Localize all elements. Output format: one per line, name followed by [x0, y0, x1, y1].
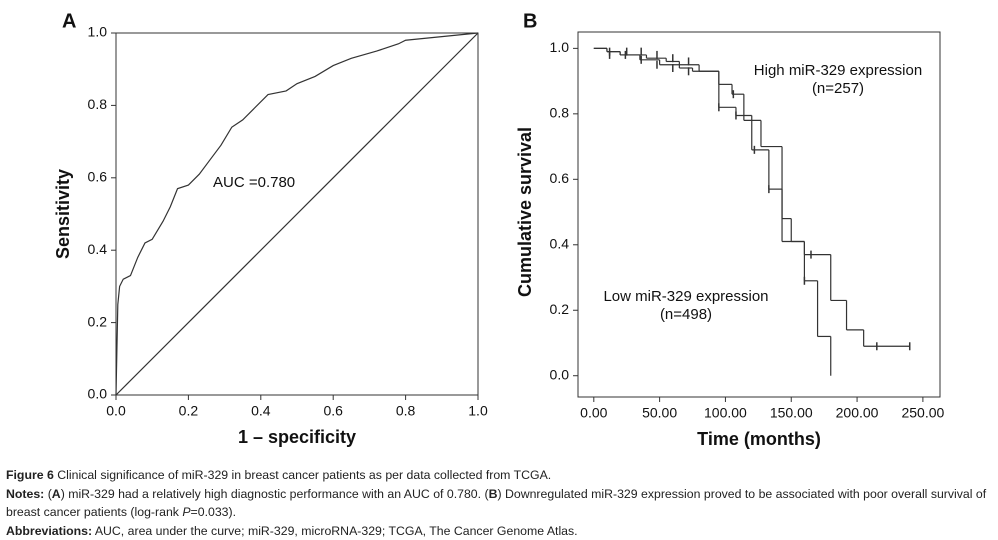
x-axis-label: 1 – specificity: [238, 427, 356, 447]
x-tick-label: 150.00: [770, 405, 813, 421]
annotation: High miR-329 expression: [754, 62, 922, 79]
y-tick-label: 0.8: [88, 96, 108, 112]
figure-text: Clinical significance of miR-329 in brea…: [57, 468, 551, 482]
abbreviations-text: AUC, area under the curve; miR-329, micr…: [95, 524, 578, 538]
y-tick-label: 0.0: [550, 366, 570, 382]
y-tick-label: 0.2: [550, 301, 570, 317]
panel-label: A: [62, 10, 76, 32]
x-tick-label: 0.2: [179, 403, 199, 419]
x-tick-label: 50.00: [642, 405, 677, 421]
notes-text: P: [182, 505, 190, 519]
notes-text: =0.033).: [191, 505, 236, 519]
x-tick-label: 0.8: [396, 403, 416, 419]
y-tick-label: 0.2: [88, 313, 108, 329]
y-axis-label: Cumulative survival: [515, 127, 535, 297]
notes-text: ) miR-329 had a relatively high diagnost…: [61, 487, 489, 501]
x-tick-label: 0.4: [251, 403, 271, 419]
plot-frame: [578, 32, 940, 397]
x-tick-label: 0.00: [580, 405, 607, 421]
x-tick-label: 1.0: [468, 403, 488, 419]
x-tick-label: 250.00: [901, 405, 944, 421]
x-tick-label: 0.0: [106, 403, 126, 419]
abbreviations-label: Abbreviations:: [6, 524, 92, 538]
y-tick-label: 0.6: [88, 169, 108, 185]
caption: Figure 6 Clinical significance of miR-32…: [6, 466, 996, 540]
figure: A 1 – specificity Sensitivity AUC =0.780 0.0…: [0, 0, 998, 460]
annotation: (n=257): [812, 80, 864, 97]
caption-abbreviations: Abbreviations: AUC, area under the curve…: [6, 522, 996, 540]
y-tick-label: 0.6: [550, 170, 570, 186]
y-axis-label: Sensitivity: [53, 169, 73, 259]
figure-label: Figure 6: [6, 468, 54, 482]
y-tick-label: 0.0: [88, 386, 108, 402]
y-tick-label: 1.0: [550, 39, 570, 55]
annotation: AUC =0.780: [213, 174, 295, 191]
y-tick-label: 1.0: [88, 24, 108, 40]
notes-text: A: [52, 487, 61, 501]
panel-label: B: [523, 10, 537, 32]
caption-title: Figure 6 Clinical significance of miR-32…: [6, 466, 996, 485]
notes-label: Notes:: [6, 487, 44, 501]
y-tick-label: 0.4: [88, 241, 108, 257]
x-tick-label: 100.00: [704, 405, 747, 421]
caption-notes: Notes: (A) miR-329 had a relatively high…: [6, 485, 996, 522]
y-tick-label: 0.4: [550, 235, 570, 251]
y-tick-label: 0.8: [550, 105, 570, 121]
x-tick-label: 200.00: [836, 405, 879, 421]
x-axis-label: Time (months): [697, 429, 821, 449]
annotation: Low miR-329 expression: [603, 288, 768, 305]
x-tick-label: 0.6: [323, 403, 343, 419]
annotation: (n=498): [660, 306, 712, 323]
curve: [116, 33, 478, 395]
